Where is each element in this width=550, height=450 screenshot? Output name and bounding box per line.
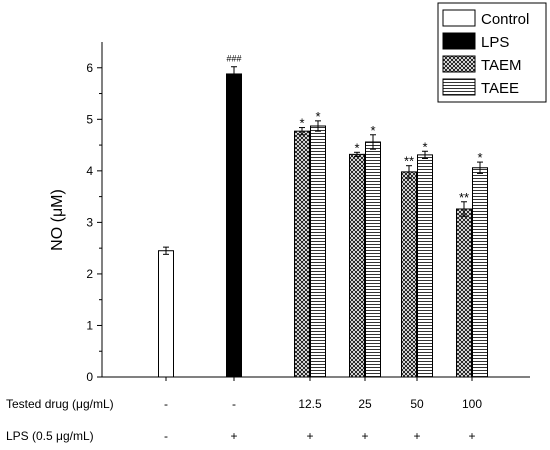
legend-label-control: Control — [481, 11, 529, 28]
legend-label-taem: TAEM — [481, 57, 522, 74]
bar-taee — [417, 154, 433, 378]
y-tick-label: 1 — [86, 318, 93, 332]
legend-swatch-taee — [442, 78, 476, 96]
row-value: 50 — [410, 397, 424, 411]
legend-label-lps: LPS — [481, 34, 509, 51]
y-tick-label: 3 — [86, 215, 93, 229]
y-tick-label: 0 — [86, 370, 93, 384]
row-label: Tested drug (μg/mL) — [6, 397, 114, 411]
bar-taee — [472, 167, 488, 378]
row-value: + — [468, 429, 475, 443]
bars: ###* ********* — [158, 54, 488, 378]
significance-mark: * — [299, 116, 304, 131]
significance-mark: * — [370, 123, 375, 138]
row-label: LPS (0.5 μg/mL) — [6, 429, 94, 443]
legend-label-taee: TAEE — [481, 80, 519, 97]
row-value: - — [164, 397, 168, 411]
bar-taem — [349, 153, 365, 378]
legend-swatch-lps — [442, 32, 476, 50]
row-value: 25 — [358, 397, 372, 411]
y-tick-label: 5 — [86, 112, 93, 126]
bar-taem — [294, 130, 310, 378]
row-value: - — [164, 429, 168, 443]
y-tick-label: 4 — [86, 164, 93, 178]
row-value: + — [413, 429, 420, 443]
row-value: + — [361, 429, 368, 443]
bar-taem — [456, 208, 472, 378]
row-value: 12.5 — [298, 397, 322, 411]
significance-mark: ** — [404, 154, 414, 169]
significance-mark: * — [422, 139, 427, 154]
y-axis-label: NO (μM) — [49, 189, 66, 251]
row-value: - — [232, 397, 236, 411]
bar-taee — [310, 125, 326, 378]
bar-lps — [226, 73, 242, 378]
bar-taee — [365, 141, 381, 378]
y-tick-label: 6 — [86, 61, 93, 75]
row-value: + — [306, 429, 313, 443]
legend-swatch-taem — [442, 55, 476, 73]
y-tick-label: 2 — [86, 267, 93, 281]
bar-control — [158, 250, 174, 378]
significance-mark: * — [477, 150, 482, 165]
condition-rows: Tested drug (μg/mL) - - 12.5 25 50 100 LPS (0.5… — [6, 397, 482, 443]
row-value: + — [230, 429, 237, 443]
legend: Control LPS TAEM TAEE — [437, 2, 547, 103]
significance-mark: * — [354, 140, 359, 155]
significance-mark: ** — [459, 190, 469, 205]
significance-mark: * — [315, 109, 320, 124]
legend-swatch-control — [442, 9, 476, 27]
bar-taem — [401, 171, 417, 378]
significance-mark: ### — [226, 54, 241, 64]
row-value: 100 — [462, 397, 482, 411]
